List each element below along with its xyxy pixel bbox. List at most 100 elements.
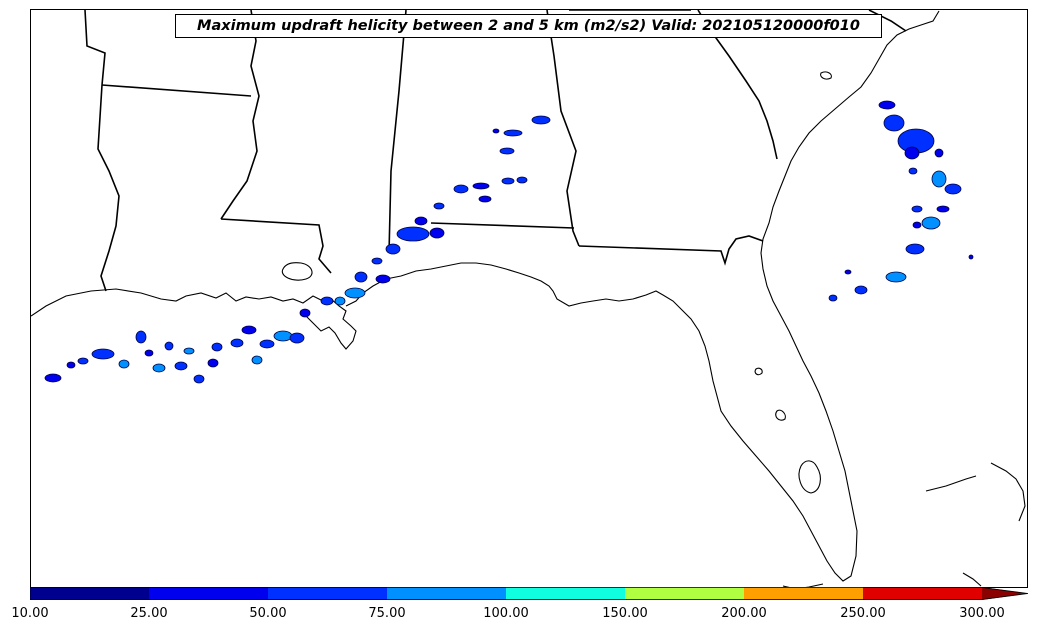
border-ga-fl	[578, 235, 764, 266]
helicity-cell	[844, 269, 852, 275]
helicity-cell	[414, 216, 428, 226]
helicity-cell	[433, 202, 445, 210]
helicity-cell	[936, 205, 950, 213]
helicity-cell	[77, 357, 89, 365]
map-panel	[30, 9, 1028, 588]
bahamas-1	[925, 475, 977, 492]
helicity-cell	[931, 170, 947, 188]
helicity-cell	[885, 271, 907, 283]
helicity-cell	[289, 332, 305, 344]
colorbar-tick-label: 50.00	[249, 606, 287, 621]
helicity-cell	[230, 338, 244, 348]
coastlines	[31, 10, 1026, 587]
border-tx-la	[97, 84, 120, 292]
border-sc-nc	[868, 10, 907, 32]
helicity-cell	[501, 177, 515, 185]
florida-keys	[782, 583, 824, 587]
colorbar-tick-label: 10.00	[11, 606, 49, 621]
helicity-cell	[934, 148, 944, 158]
colorbar-segment	[744, 587, 863, 600]
helicity-cell	[878, 100, 896, 110]
colorbar-segment	[149, 587, 268, 600]
helicity-cell	[968, 254, 974, 260]
helicity-cell	[429, 227, 445, 239]
helicity-cell	[164, 341, 174, 351]
colorbar-tick-label: 25.00	[130, 606, 168, 621]
map-canvas	[31, 10, 1026, 587]
helicity-cell	[273, 330, 293, 342]
helicity-cell	[944, 183, 962, 195]
border-ms-al	[388, 10, 407, 254]
colorbar-extend-arrow	[982, 587, 1028, 600]
colorbar-tick-label: 150.00	[602, 606, 648, 621]
helicity-cell	[354, 271, 368, 283]
colorbar-tick-label: 75.00	[368, 606, 406, 621]
lake-small-1	[775, 409, 786, 421]
helicity-cell	[183, 347, 195, 355]
border-ga-al	[546, 10, 580, 247]
helicity-cell	[912, 221, 922, 229]
helicity-cell	[499, 147, 515, 155]
colorbar-tick-label: 300.00	[959, 606, 1005, 621]
helicity-cell	[251, 355, 263, 365]
lake-pontchartrain	[281, 262, 313, 281]
colorbar-segment	[506, 587, 625, 600]
colorbar-segment	[268, 587, 387, 600]
state-borders	[84, 10, 907, 292]
helicity-cell	[905, 243, 925, 255]
colorbar-tick-label: 100.00	[483, 606, 529, 621]
lake-okeechobee	[798, 460, 821, 494]
helicity-cell	[492, 128, 500, 134]
helicity-cell	[66, 361, 76, 369]
colorbar-tick-label: 200.00	[721, 606, 767, 621]
colorbar-segment	[30, 587, 149, 600]
helicity-cell	[516, 176, 528, 184]
colorbar-segment	[387, 587, 506, 600]
border-al-fl	[430, 222, 575, 229]
helicity-cell	[921, 216, 941, 230]
helicity-cell	[91, 348, 115, 360]
bahamas-3	[962, 572, 982, 587]
helicity-cell	[385, 243, 401, 255]
colorbar-segment	[625, 587, 744, 600]
border-ms-river	[220, 10, 260, 220]
helicity-cell	[344, 287, 366, 299]
border-la-ms	[220, 218, 332, 274]
helicity-cell	[193, 374, 205, 384]
lake-small-2	[754, 367, 763, 376]
helicity-cell	[207, 358, 219, 368]
helicity-cell	[531, 115, 551, 125]
helicity-cell	[883, 114, 905, 132]
helicity-cell	[375, 274, 391, 284]
colorbar-segment	[863, 587, 982, 600]
helicity-cell	[854, 285, 868, 295]
helicity-cell	[472, 182, 490, 190]
helicity-cell	[828, 294, 838, 302]
helicity-cell	[211, 342, 223, 352]
border-tx-ok	[84, 10, 106, 86]
colorbar-outline	[30, 587, 1028, 600]
helicity-cell	[144, 349, 154, 357]
bahamas-2	[990, 462, 1026, 522]
border-ar-la	[101, 84, 252, 97]
colorbar	[30, 587, 1028, 600]
helicity-cell	[478, 195, 492, 203]
helicity-cells	[44, 100, 974, 384]
map-title: Maximum updraft helicity between 2 and 5…	[175, 14, 882, 38]
helicity-cell	[904, 146, 920, 160]
helicity-cell	[152, 363, 166, 373]
helicity-cell	[118, 359, 130, 369]
gulf-coast-west	[31, 288, 357, 350]
sc-island	[820, 71, 832, 80]
helicity-cell	[453, 184, 469, 194]
helicity-cell	[396, 226, 430, 242]
helicity-cell	[135, 330, 147, 344]
helicity-cell	[503, 129, 523, 137]
gulf-coast-east	[345, 10, 940, 582]
helicity-cell	[174, 361, 188, 371]
helicity-cell	[44, 373, 62, 383]
helicity-cell	[911, 205, 923, 213]
helicity-cell	[241, 325, 257, 335]
helicity-cell	[371, 257, 383, 265]
helicity-cell	[320, 296, 334, 306]
